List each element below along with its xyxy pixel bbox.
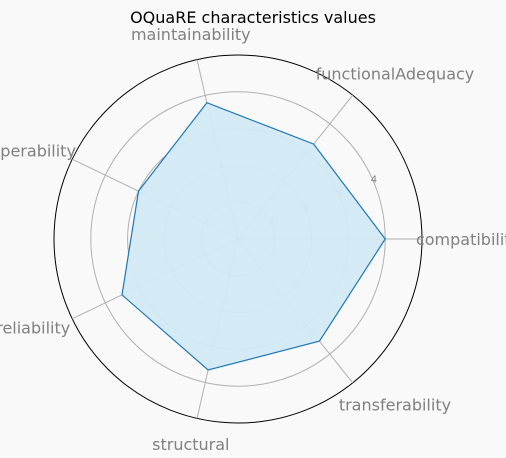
tick-label-4: 4 [371, 175, 377, 186]
axis-label-structural: structural [152, 435, 229, 454]
axis-labels: compatibility functionalAdequacy maintaina… [0, 25, 506, 454]
series-area [121, 101, 386, 371]
axis-label-maintainability: maintainability [131, 25, 251, 44]
axis-label-functionalAdequacy: functionalAdequacy [316, 65, 475, 84]
axis-label-operability: operability [0, 141, 76, 160]
chart-title: OQuaRE characteristics values [130, 8, 376, 27]
axis-label-transferability: transferability [339, 395, 451, 414]
axis-label-compatibility: compatibility [416, 230, 506, 249]
series-polygon [121, 101, 386, 371]
axis-label-reliability: reliability [0, 319, 70, 338]
